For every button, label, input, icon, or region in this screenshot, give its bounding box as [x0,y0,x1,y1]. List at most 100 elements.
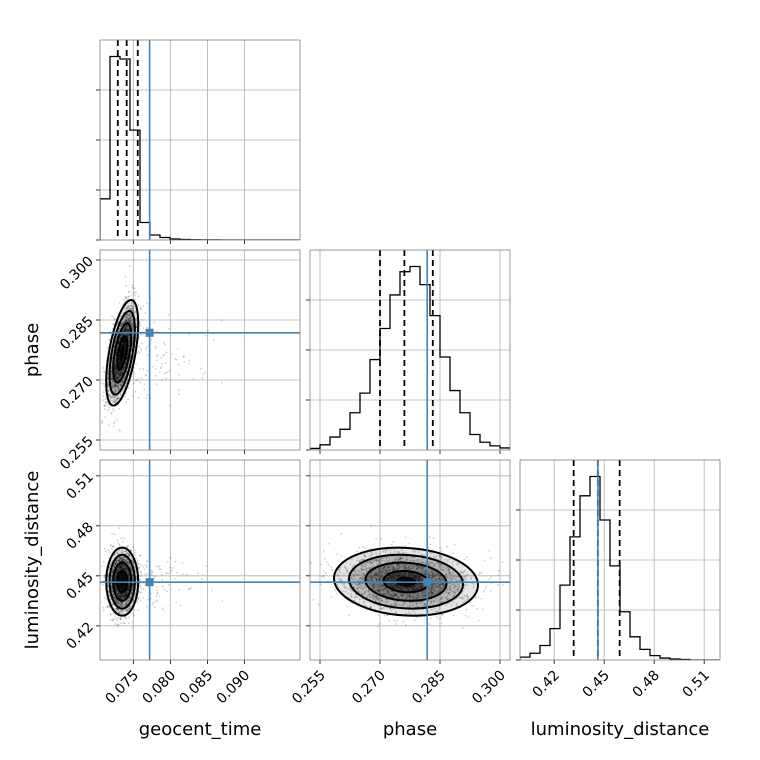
sample-point [126,352,129,355]
sample-point [127,290,130,293]
sample-point [114,366,116,369]
sample-point [111,378,113,381]
sample-point [129,566,132,569]
sample-point [120,586,123,589]
sample-point [117,569,119,572]
sample-point [103,576,106,579]
sample-point [121,359,124,362]
sample-point [111,532,113,535]
sample-point [116,571,118,574]
sample-point [118,340,121,343]
sample-point [121,380,124,382]
sample-point [120,374,123,376]
sample-point [125,392,127,395]
sample-point [119,361,122,364]
sample-point [115,399,118,402]
sample-point [124,339,126,342]
sample-point [134,287,136,290]
sample-point [103,405,106,407]
sample-point [104,404,107,407]
sample-point [146,605,148,608]
sample-point [124,364,126,367]
sample-point [119,573,122,576]
sample-point [117,341,120,344]
sample-point [132,329,134,332]
sample-point [121,610,123,612]
sample-point [110,370,113,373]
sample-point [116,551,118,554]
sample-point [114,366,117,369]
sample-point [124,345,127,348]
sample-point [131,557,133,560]
sample-point [118,362,120,365]
sample-point [131,307,133,310]
sample-point [113,595,116,598]
sample-point [118,576,121,579]
sample-point [112,594,114,597]
sample-point [119,381,122,384]
sample-point [121,368,124,371]
sample-point [146,572,149,575]
sample-point [118,375,120,378]
sample-point [115,373,118,376]
sample-point [128,561,131,564]
sample-point [132,287,135,290]
sample-point [130,316,133,319]
sample-point [119,594,121,597]
sample-point [125,325,127,327]
sample-point [119,574,122,577]
sample-point [119,593,121,595]
sample-point [125,603,127,605]
sample-point [118,566,121,569]
sample-point [119,596,122,599]
sample-point [116,397,119,400]
sample-point [123,341,126,343]
sample-point [123,585,126,587]
sample-point [123,343,126,346]
sample-point [120,595,123,597]
sample-point [127,574,130,577]
sample-point [119,372,121,375]
sample-point [111,380,114,383]
sample-point [110,378,113,380]
sample-point [115,384,117,387]
sample-point [137,379,140,382]
sample-point [113,597,116,599]
sample-point [117,377,119,380]
sample-point [159,568,162,571]
sample-point [115,575,117,578]
sample-point [220,319,223,322]
sample-point [122,585,125,588]
sample-point [179,604,182,607]
sample-point [124,347,127,350]
sample-point [117,594,120,596]
sample-point [111,592,114,595]
sample-point [111,384,114,387]
sample-point [122,557,124,560]
sample-point [130,315,132,318]
sample-point [128,333,131,336]
sample-point [135,576,138,578]
sample-point [113,396,115,399]
sample-point [176,571,179,574]
sample-point [114,399,117,402]
sample-point [123,341,125,343]
sample-point [119,574,122,576]
sample-point [121,380,123,383]
sample-point [118,569,121,571]
sample-point [122,341,125,344]
sample-point [126,368,129,370]
sample-point [109,399,112,402]
sample-point [169,566,171,569]
sample-point [114,365,116,368]
sample-point [122,334,125,337]
sample-point [116,376,118,379]
sample-point [122,611,125,613]
sample-point [120,361,123,364]
sample-point [121,369,124,371]
sample-point [123,320,126,323]
sample-point [121,609,124,612]
sample-point [111,571,114,574]
sample-point [120,334,122,336]
sample-point [120,333,123,336]
